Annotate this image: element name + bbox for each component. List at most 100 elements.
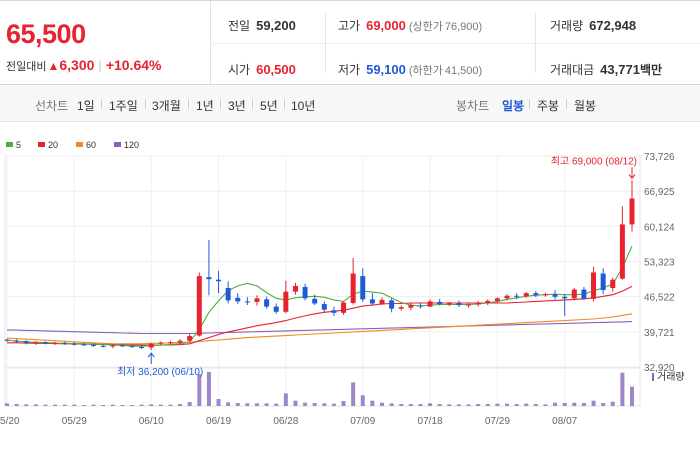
current-price: 65,500 — [6, 19, 86, 49]
period-daily[interactable]: 일봉 — [502, 99, 525, 113]
divider — [529, 99, 530, 109]
volume-bar — [505, 403, 509, 406]
candle-body — [110, 345, 116, 347]
volume-bar — [620, 372, 625, 406]
candle-body — [562, 296, 568, 299]
candle-body — [427, 301, 433, 307]
volume-bar — [187, 402, 192, 406]
period-3m[interactable]: 3개월 — [152, 99, 181, 113]
low-stat: 저가 59,100 (하한가 41,500) — [338, 61, 482, 78]
volume-bar — [380, 402, 384, 406]
divider — [101, 99, 102, 109]
volume-bar — [303, 402, 308, 406]
candle-body — [225, 287, 231, 301]
candle-body — [139, 346, 145, 348]
candle-body — [244, 301, 250, 303]
volume-bar — [130, 405, 134, 406]
period-1w[interactable]: 1주일 — [109, 99, 138, 113]
volume-bar — [360, 395, 365, 406]
period-1d[interactable]: 1일 — [77, 99, 95, 113]
candle-body — [331, 310, 337, 313]
candle-body — [4, 339, 10, 341]
candle-body — [283, 291, 289, 312]
candle-body — [369, 299, 375, 304]
volume-bar — [101, 405, 106, 406]
candle-body — [119, 345, 125, 347]
volume-bar — [389, 403, 394, 406]
amount-value: 43,771 — [600, 62, 640, 77]
change-label: 전일대비 — [6, 61, 47, 73]
volume-bar — [601, 403, 606, 406]
candle-body — [196, 276, 202, 336]
volume-bar — [581, 403, 586, 406]
volume-bar — [149, 404, 154, 406]
candle-body — [504, 295, 510, 299]
x-tick-label: 05/20 — [0, 416, 20, 427]
volume-bar — [572, 402, 577, 406]
volume-bar — [543, 404, 548, 406]
prev-close-value: 59,200 — [256, 18, 296, 33]
legend-swatch-5 — [6, 142, 13, 147]
price-chart[interactable]: 5 20 60 120 73,726 66,925 60,124 53,323 46,522 3… — [0, 122, 700, 450]
candlestick-chart[interactable]: 5 20 60 120 73,726 66,925 60,124 53,323 46,522 3… — [0, 122, 700, 450]
volume-bar — [312, 403, 317, 406]
x-tick-label: 06/28 — [273, 416, 298, 427]
divider — [566, 99, 567, 109]
volume-bar — [5, 403, 9, 406]
legend-label-20: 20 — [48, 140, 58, 150]
volume-bar — [43, 404, 48, 406]
change-amount: 6,300 — [59, 57, 95, 73]
min-arrow-head — [147, 352, 155, 358]
candle-body — [148, 343, 154, 348]
volume-bar — [158, 404, 163, 406]
candle-body — [264, 299, 270, 307]
candle-body — [33, 342, 39, 344]
volume-bar — [14, 404, 19, 406]
change-percent: +10.64% — [105, 57, 162, 73]
period-1y[interactable]: 1년 — [196, 99, 214, 113]
candle-body — [81, 344, 87, 346]
volume-bar — [197, 374, 202, 406]
high-label: 고가 — [338, 19, 361, 33]
amount-stat: 거래대금 43,771백만 — [550, 61, 662, 78]
period-3y[interactable]: 3년 — [228, 99, 246, 113]
volume-bar — [255, 403, 259, 406]
volume-bar — [341, 401, 346, 406]
period-5y[interactable]: 5년 — [260, 99, 278, 113]
legend-label-120: 120 — [124, 140, 139, 150]
candle-body — [389, 300, 395, 309]
volume-bar — [62, 404, 67, 406]
volume-stat: 거래량 672,948 — [550, 17, 636, 34]
candle-body — [456, 303, 462, 306]
ma-legend: 5 20 60 120 — [6, 140, 139, 150]
candle-body — [42, 342, 48, 344]
volume-label: 거래량 — [550, 19, 584, 33]
volume-bar — [351, 382, 356, 406]
x-tick-label: 07/29 — [485, 416, 510, 427]
candle-body — [71, 343, 77, 345]
volume-bar — [33, 404, 38, 406]
ma60-line — [6, 313, 633, 345]
volume-bar — [514, 404, 519, 406]
candle-body — [158, 342, 164, 344]
period-10y[interactable]: 10년 — [291, 99, 316, 113]
x-tick-label: 07/18 — [418, 416, 443, 427]
candle-body — [254, 298, 260, 302]
volume-value: 672,948 — [589, 18, 637, 33]
period-bar: 선차트 1일 1주일 3개월 1년 3년 5년 10년 봉차트 일봉 주봉 월봉 — [0, 86, 700, 122]
price-change: 전일대비▲6,300 | +10.64% — [6, 57, 161, 74]
candle-body — [398, 307, 404, 309]
y-tick-label: 39,721 — [644, 328, 675, 339]
period-monthly[interactable]: 월봉 — [574, 99, 597, 113]
candle-body — [466, 304, 472, 306]
divider — [210, 43, 700, 44]
volume-plot-frame — [4, 367, 641, 407]
candle-body — [619, 224, 625, 279]
legend-swatch-60 — [76, 142, 83, 147]
candle-body — [408, 305, 414, 308]
volume-bar — [562, 403, 567, 406]
candle-body — [100, 345, 106, 347]
period-weekly[interactable]: 주봉 — [537, 99, 560, 113]
candle-body — [591, 272, 597, 299]
volume-bar — [630, 386, 634, 406]
